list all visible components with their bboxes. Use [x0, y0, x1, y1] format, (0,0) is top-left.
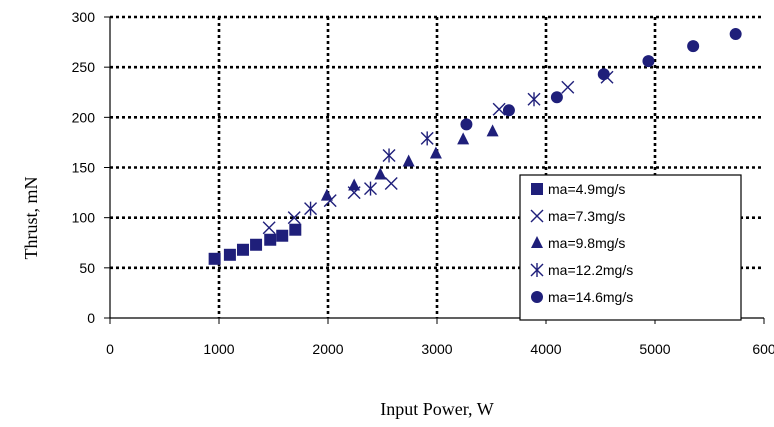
y-tick-label: 100 [72, 210, 96, 226]
star-point [382, 148, 396, 163]
legend-triangle-marker [531, 236, 543, 248]
square-point [264, 233, 277, 246]
triangle-point [457, 132, 470, 145]
star-point [364, 181, 378, 196]
circle-point [642, 55, 655, 68]
y-tick-label: 300 [72, 9, 96, 25]
x-axis-title: Input Power, W [380, 399, 493, 419]
triangle-point [402, 154, 415, 167]
star-point [420, 131, 434, 146]
square-point [276, 229, 289, 242]
x-point [287, 211, 301, 225]
x-point [561, 80, 575, 94]
x-point [384, 177, 398, 191]
grid-lines [110, 15, 764, 318]
circle-point [729, 28, 742, 41]
x-tick-label: 3000 [421, 341, 452, 357]
legend-label: ma=9.8mg/s [548, 235, 625, 251]
x-tick-label: 5000 [639, 341, 670, 357]
legend-label: ma=12.2mg/s [548, 262, 633, 278]
square-point [208, 252, 221, 265]
data-points [208, 28, 742, 265]
star-point [304, 201, 318, 216]
square-point [223, 248, 236, 261]
star-point [527, 92, 541, 107]
triangle-point [348, 178, 361, 191]
triangle-point [486, 124, 499, 137]
x-tick-label: 4000 [530, 341, 561, 357]
triangle-point [374, 167, 387, 180]
square-point [250, 238, 263, 251]
x-tick-label: 600 [752, 341, 774, 357]
circle-point [460, 118, 473, 131]
series-square [208, 223, 302, 265]
legend-star-marker [530, 263, 544, 277]
triangle-point [320, 188, 333, 201]
x-tick-label: 0 [106, 341, 114, 357]
legend-label: ma=4.9mg/s [548, 181, 625, 197]
circle-point [502, 104, 515, 117]
legend-label: ma=7.3mg/s [548, 208, 625, 224]
legend-circle-marker [531, 291, 543, 303]
square-point [236, 243, 249, 256]
x-point [262, 221, 276, 235]
y-tick-label: 150 [72, 160, 96, 176]
legend-label: ma=14.6mg/s [548, 289, 633, 305]
series-star [304, 92, 541, 216]
legend: ma=4.9mg/s ma=7.3mg/s ma=9.8mg/s ma=12.2mg/… [519, 174, 742, 321]
y-tick-label: 50 [79, 260, 95, 276]
y-axis-title: Thrust, mN [21, 177, 41, 260]
legend-box [519, 174, 742, 321]
series-triangle [320, 124, 499, 201]
legend-square-marker [531, 183, 543, 195]
circle-point [687, 40, 700, 53]
y-tick-label: 0 [87, 310, 95, 326]
x-tick-label: 1000 [203, 341, 234, 357]
series-circle [460, 28, 742, 131]
y-tick-label: 250 [72, 59, 96, 75]
triangle-point [429, 146, 442, 159]
y-tick-label: 200 [72, 109, 96, 125]
circle-point [597, 68, 610, 81]
legend-x-marker [530, 209, 544, 223]
x-tick-label: 2000 [312, 341, 343, 357]
circle-point [550, 91, 563, 104]
square-point [289, 223, 302, 236]
x-point [492, 102, 506, 116]
